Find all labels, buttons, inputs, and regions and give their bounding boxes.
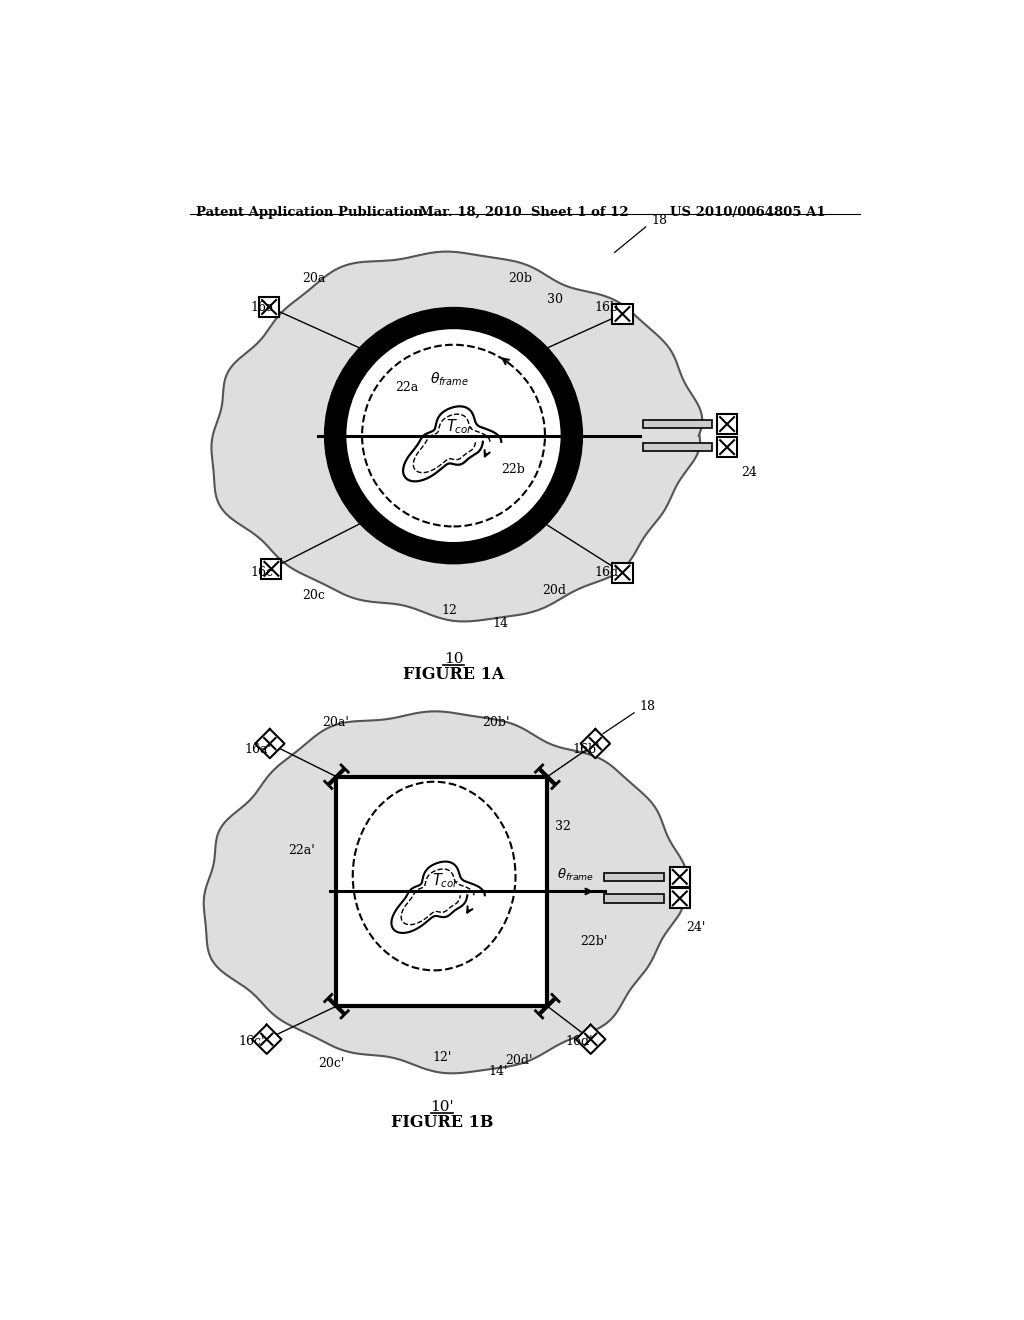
Bar: [643, 420, 712, 428]
Text: 16c': 16c': [239, 1035, 265, 1048]
Bar: [259, 297, 280, 317]
Text: 16a: 16a: [251, 301, 274, 314]
Text: 16a': 16a': [245, 743, 271, 756]
Polygon shape: [255, 729, 285, 758]
Polygon shape: [252, 1024, 282, 1053]
Polygon shape: [204, 711, 686, 1073]
Text: 16b': 16b': [572, 743, 600, 756]
Text: 16b: 16b: [595, 301, 618, 314]
Text: 14: 14: [493, 616, 508, 630]
Text: 30: 30: [547, 293, 562, 306]
Polygon shape: [581, 729, 610, 758]
Text: 20c: 20c: [302, 589, 326, 602]
Text: 16d': 16d': [566, 1035, 594, 1048]
Bar: [604, 873, 665, 880]
Text: 10': 10': [430, 1100, 454, 1114]
Bar: [337, 776, 547, 1006]
Bar: [643, 444, 712, 451]
Text: US 2010/0064805 A1: US 2010/0064805 A1: [671, 206, 826, 219]
Text: $T_{cor}$: $T_{cor}$: [445, 417, 473, 437]
Text: Mar. 18, 2010  Sheet 1 of 12: Mar. 18, 2010 Sheet 1 of 12: [419, 206, 629, 219]
Text: 22b': 22b': [580, 936, 607, 948]
Polygon shape: [575, 1024, 605, 1053]
Bar: [670, 888, 690, 908]
Text: 18: 18: [652, 214, 668, 227]
Text: Patent Application Publication: Patent Application Publication: [197, 206, 423, 219]
Bar: [717, 414, 737, 434]
Bar: [261, 558, 282, 579]
Text: 24': 24': [686, 921, 706, 935]
Text: 16d: 16d: [595, 566, 618, 578]
Bar: [670, 867, 690, 887]
Text: 20b: 20b: [508, 272, 531, 285]
Polygon shape: [211, 252, 702, 622]
Text: 10: 10: [443, 652, 463, 665]
Text: 18: 18: [640, 701, 655, 714]
Text: 24: 24: [741, 466, 757, 479]
Text: FIGURE 1B: FIGURE 1B: [391, 1114, 494, 1131]
Polygon shape: [403, 407, 502, 482]
Text: 14': 14': [488, 1065, 508, 1077]
Text: $\theta_{frame}$: $\theta_{frame}$: [557, 867, 594, 883]
Text: 20b': 20b': [482, 715, 510, 729]
Text: 12: 12: [442, 605, 458, 618]
Circle shape: [326, 309, 582, 562]
Circle shape: [345, 327, 562, 544]
Text: 20a: 20a: [302, 272, 326, 285]
Text: 20c': 20c': [317, 1057, 344, 1071]
Bar: [612, 562, 633, 582]
Text: 16c: 16c: [251, 566, 273, 578]
Text: 32: 32: [555, 820, 571, 833]
Text: 22b: 22b: [502, 462, 525, 475]
Text: 20d: 20d: [543, 585, 566, 597]
Text: 20d': 20d': [506, 1053, 532, 1067]
Text: 22a: 22a: [395, 381, 419, 393]
Text: $T_{cor}$: $T_{cor}$: [432, 871, 460, 890]
Text: 20a': 20a': [322, 715, 348, 729]
Text: 22a': 22a': [289, 845, 315, 858]
Bar: [612, 304, 633, 323]
Circle shape: [326, 309, 582, 562]
Text: $\theta_{frame}$: $\theta_{frame}$: [430, 370, 469, 388]
Text: 12': 12': [432, 1051, 452, 1064]
Polygon shape: [391, 862, 484, 933]
Bar: [717, 437, 737, 457]
Text: FIGURE 1A: FIGURE 1A: [402, 665, 504, 682]
Bar: [604, 894, 665, 903]
